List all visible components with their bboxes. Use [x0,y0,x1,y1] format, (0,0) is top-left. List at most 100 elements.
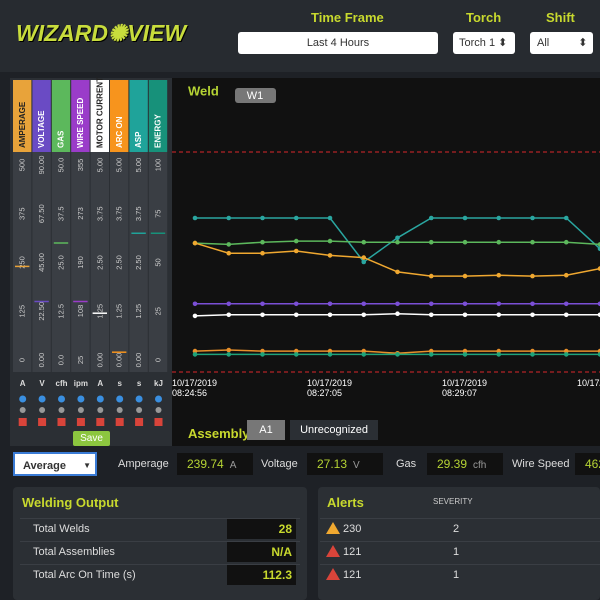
series-point [395,352,400,357]
series-point [293,348,299,354]
alert-icon [326,545,340,557]
series-point [293,312,299,318]
series-point [428,312,434,318]
series-point [327,312,333,318]
icon-stop[interactable] [57,418,66,426]
series-point [597,301,600,307]
series-point [496,215,502,221]
icon-gear [136,407,143,413]
icon-cool [77,395,85,403]
tab[interactable] [235,88,276,103]
gauge-tick-label: 190 [76,256,85,269]
icon-stop[interactable] [135,418,144,426]
series-point [226,301,232,307]
series-point [226,242,232,247]
alert-code[interactable]: 121 [343,546,362,558]
gauge-unit: A [97,379,103,388]
icon-stop[interactable] [18,418,27,426]
series-point [192,352,198,357]
series-point [260,352,265,357]
gauge-body [148,152,168,372]
gauge-tick-label: 1.25 [95,304,104,319]
gauge-unit: kJ [154,379,163,388]
time-frame-select[interactable]: Last 4 Hours [238,32,438,54]
series-point [462,273,468,279]
icon-stop[interactable] [115,418,124,426]
assembly-tab[interactable]: Unrecognized [290,420,378,440]
gauge-header [51,80,71,152]
gauge-header [129,80,148,152]
icon-stop[interactable] [76,418,85,426]
gauge-unit: V [39,379,45,388]
readout-value: 29.39 [437,457,468,471]
series-point [530,215,535,221]
series-point [260,312,265,318]
shift-select[interactable]: All ⬍ [530,32,593,54]
gauge-unit: ipm [74,379,88,388]
series-point [563,272,569,278]
series-point [361,259,367,265]
series-point [462,348,468,354]
gauge-tick-label: 75 [153,210,162,218]
gauge-tick-label: 5.00 [134,158,143,173]
mode-select[interactable]: Average ▼ [13,452,97,476]
gauge-tick-label: 22.50 [37,302,46,321]
save-button[interactable]: Save [73,431,110,446]
readout-value: 239.74 [187,457,224,471]
icon-stop[interactable] [154,418,163,426]
series-point [428,215,434,221]
series-point [293,248,299,254]
gauge-tick-label: 5.00 [115,158,124,173]
series-point [428,273,434,279]
gauge-tick-label: 0.0 [56,355,65,365]
readout-label: Voltage [261,458,298,470]
gauge-name: ARC ON [115,116,124,148]
row-value: 28 [227,519,296,539]
gauge-header [32,80,51,152]
readout-label: Amperage [118,458,169,470]
series-point [563,352,569,357]
icon-gear [19,407,26,413]
gauge-name: ASP [134,131,143,148]
readout-value: 27.13 [317,457,348,471]
series-point [428,352,434,357]
series-point [428,348,434,354]
series-point [260,348,265,354]
alert-code[interactable]: 230 [343,523,362,535]
alerts-panel [318,487,600,600]
alert-code[interactable]: 121 [343,569,362,581]
gauge-tick-label: 0.00 [134,353,143,368]
gauge-tick-label: 50.0 [56,158,65,173]
icon-cool [96,395,104,403]
gauge-unit: cfh [56,379,68,388]
gauge-body [13,152,32,372]
row-label: Total Assemblies [33,546,115,558]
series-point [293,352,299,357]
gauge-tick-label: 50 [153,258,162,266]
assembly-tab[interactable]: A1 [247,420,285,440]
series-point [563,348,569,354]
icon-stop[interactable] [38,418,47,426]
gauge-unit: A [20,379,26,388]
chart-panel [172,78,600,446]
gauge-tick-label: 250 [18,256,27,269]
series-point [327,238,333,244]
gauge-body [32,152,51,372]
series-point [327,301,333,307]
series-point [361,239,367,245]
alert-severity: 1 [453,546,460,558]
severity-header: SEVERITY [433,497,473,506]
gauge-tick-label: 25.0 [56,255,65,270]
series-point [395,301,400,307]
gauge-tick-label: 2.50 [115,255,124,270]
gauge-name: ENERGY [154,114,163,148]
series-point [395,235,400,241]
torch-select[interactable]: Torch 1 ⬍ [453,32,515,54]
series-point [192,301,198,307]
series-point [597,246,600,252]
alert-severity: 1 [453,569,460,581]
gauge-name: VOLTAGE [37,110,46,148]
alerts-title: Alerts [327,495,364,510]
icon-stop[interactable] [96,418,105,426]
series-point [563,239,569,245]
